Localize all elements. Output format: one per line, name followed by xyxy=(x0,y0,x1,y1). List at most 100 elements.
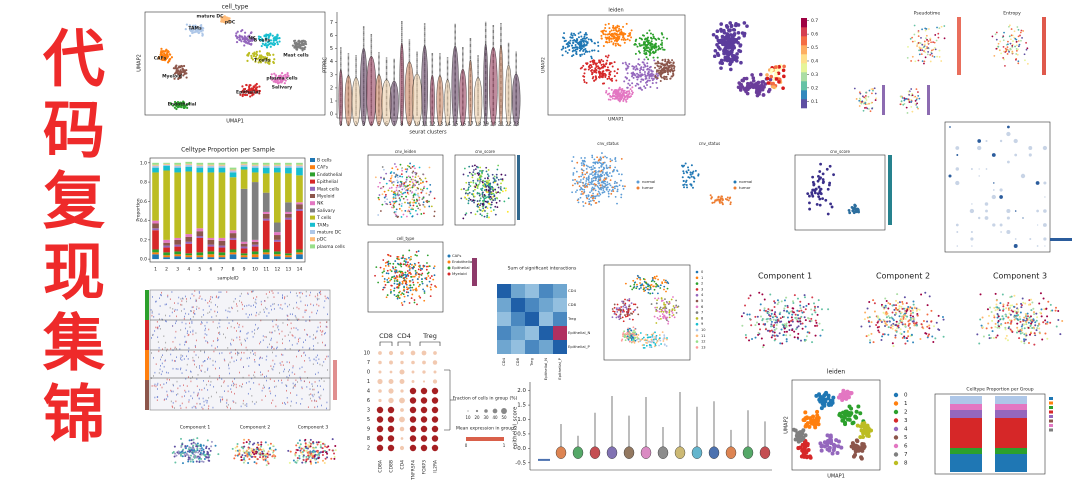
cell-dot xyxy=(418,265,420,268)
cell-dot xyxy=(613,70,616,73)
cell-dot xyxy=(592,63,595,66)
cell-dot xyxy=(782,64,786,69)
cell-dot xyxy=(382,185,385,188)
cell-dot xyxy=(383,178,385,181)
cell-dot xyxy=(611,65,614,68)
cell-dot xyxy=(276,37,279,40)
cell-dot xyxy=(476,210,479,213)
cell-dot xyxy=(321,447,324,450)
heatmap-cell xyxy=(206,401,208,404)
bar-segment xyxy=(218,167,226,173)
cell-dot xyxy=(163,59,167,62)
cell-dot xyxy=(608,38,611,41)
cell-dot xyxy=(299,443,302,446)
bar-segment xyxy=(296,204,303,210)
cell-dot xyxy=(189,454,192,457)
cell-dot xyxy=(414,264,417,266)
cell-dot xyxy=(485,166,488,169)
heatmap-cell xyxy=(192,316,194,318)
heatmap-cell xyxy=(164,360,166,362)
bar-segment xyxy=(218,172,226,238)
heatmap-cell xyxy=(240,292,242,295)
cell-dot xyxy=(647,46,650,49)
cell-dot xyxy=(494,197,497,200)
cell-dot xyxy=(411,201,414,204)
cell-dot xyxy=(606,36,609,39)
heatmap-cell xyxy=(230,388,232,390)
cell-dot xyxy=(405,178,408,181)
cell-dot xyxy=(637,58,640,61)
legend-label: T cells xyxy=(316,215,332,221)
heatmap-cell xyxy=(247,316,249,319)
heatmap-cell xyxy=(299,296,301,299)
cell-dot xyxy=(326,452,329,455)
heatmap-cell xyxy=(164,398,166,400)
cell-dot xyxy=(410,297,413,300)
heatmap-cell xyxy=(312,338,314,340)
cell-dot xyxy=(782,74,786,79)
heatmap-cell xyxy=(274,386,276,388)
heatmap-cell xyxy=(156,320,158,323)
cell-dot xyxy=(583,68,586,71)
bar-segment xyxy=(185,236,193,242)
cell-dot xyxy=(409,263,412,265)
heatmap-cell xyxy=(298,292,300,294)
cell-dot xyxy=(406,189,409,192)
heatmap-cell xyxy=(234,392,235,395)
cell-dot xyxy=(672,64,675,67)
cell-dot xyxy=(608,30,611,33)
cell-dot xyxy=(583,33,586,36)
legend-label: Endothelial xyxy=(452,259,473,264)
cell-dot xyxy=(488,193,491,196)
heatmap-cell xyxy=(273,347,275,350)
cell-dot xyxy=(223,21,226,24)
cell-dot xyxy=(394,277,397,279)
heatmap-cell xyxy=(242,308,244,310)
heatmap-cell xyxy=(194,312,195,315)
cell-dot xyxy=(328,448,331,451)
cell-dot xyxy=(925,37,927,40)
x-tick-label: 3 xyxy=(176,267,179,273)
heatmap-cell xyxy=(284,401,285,404)
cell-dot xyxy=(473,201,475,204)
cell-dot xyxy=(185,69,188,72)
cell-dot xyxy=(430,275,433,277)
cell-dot xyxy=(187,102,190,106)
heatmap-cell xyxy=(186,355,187,358)
cell-dot xyxy=(242,441,245,444)
cell-dot xyxy=(666,69,669,72)
cell-dot xyxy=(929,37,932,40)
heatmap-cell xyxy=(286,389,287,392)
cell-dot xyxy=(398,207,401,210)
heatmap-cell xyxy=(211,344,213,347)
cell-dot xyxy=(728,21,733,25)
cell-dot xyxy=(468,181,470,184)
bar-segment xyxy=(218,247,226,253)
cell-dot xyxy=(402,263,405,266)
cell-dot xyxy=(591,68,594,71)
bar-segment xyxy=(251,251,259,255)
cell-dot xyxy=(1026,47,1029,50)
cell-dot xyxy=(496,206,499,209)
cell-dot xyxy=(415,289,418,292)
cell-dot xyxy=(400,302,403,304)
heatmap-cell xyxy=(252,297,254,299)
cell-dot xyxy=(873,87,876,90)
cell-dot xyxy=(1018,43,1021,46)
cell-dot xyxy=(207,456,210,459)
cell-dot xyxy=(647,70,650,73)
x-tick-label: 13 xyxy=(286,267,292,273)
cell-dot xyxy=(639,87,642,90)
heatmap-cell xyxy=(309,335,311,338)
heatmap-cell xyxy=(311,311,313,314)
label: TAMs xyxy=(188,26,202,32)
cell-dot xyxy=(251,39,254,42)
cell-dot xyxy=(259,61,262,64)
cell-dot xyxy=(251,94,254,97)
cell-dot xyxy=(482,179,484,182)
cell-dot xyxy=(580,38,583,41)
heatmap-cell xyxy=(226,291,228,293)
cell-dot xyxy=(433,274,436,277)
cell-dot xyxy=(297,42,300,46)
legend-label: Endothelial xyxy=(317,172,342,178)
